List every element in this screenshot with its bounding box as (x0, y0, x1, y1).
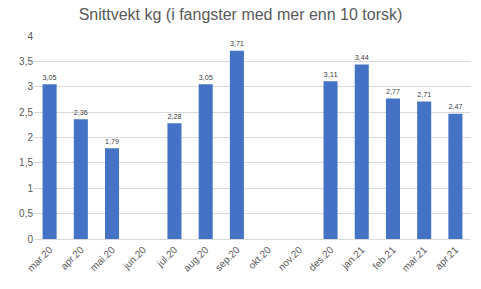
svg-text:1,79: 1,79 (105, 137, 119, 146)
svg-text:jan.21: jan.21 (339, 244, 367, 272)
svg-text:2,71: 2,71 (417, 90, 431, 99)
svg-text:3,44: 3,44 (355, 53, 369, 62)
svg-text:3,5: 3,5 (19, 56, 33, 67)
svg-text:3,05: 3,05 (199, 73, 213, 82)
svg-text:0: 0 (27, 234, 33, 245)
svg-text:3,71: 3,71 (230, 39, 244, 48)
svg-text:2,47: 2,47 (448, 102, 462, 111)
svg-text:1: 1 (27, 183, 33, 194)
svg-text:2,36: 2,36 (74, 108, 88, 117)
svg-text:2,5: 2,5 (19, 107, 33, 118)
svg-text:nov.20: nov.20 (276, 244, 305, 273)
svg-text:2: 2 (27, 132, 33, 143)
svg-text:3,05: 3,05 (43, 73, 57, 82)
svg-text:4: 4 (27, 31, 33, 42)
svg-text:1,5: 1,5 (19, 157, 33, 168)
svg-text:mai.20: mai.20 (88, 244, 117, 273)
svg-text:2,77: 2,77 (386, 87, 400, 96)
svg-text:des.20: des.20 (306, 244, 335, 273)
svg-text:mar.21: mar.21 (400, 244, 430, 274)
svg-text:apr.20: apr.20 (58, 244, 86, 272)
svg-text:0,5: 0,5 (19, 208, 33, 219)
svg-text:feb.21: feb.21 (370, 244, 398, 272)
svg-text:sep.20: sep.20 (213, 244, 242, 273)
svg-text:jul.20: jul.20 (154, 244, 180, 270)
svg-text:3,11: 3,11 (324, 70, 338, 79)
svg-text:apr.21: apr.21 (433, 244, 461, 272)
svg-text:mar.20: mar.20 (25, 244, 55, 274)
svg-text:aug.20: aug.20 (181, 244, 211, 274)
svg-text:3: 3 (27, 81, 33, 92)
svg-text:okt.20: okt.20 (246, 244, 273, 271)
svg-text:2,28: 2,28 (167, 112, 181, 121)
svg-text:Snittvekt kg (i fangster med m: Snittvekt kg (i fangster med mer enn 10 … (79, 6, 403, 23)
svg-text:jun.20: jun.20 (120, 244, 148, 272)
